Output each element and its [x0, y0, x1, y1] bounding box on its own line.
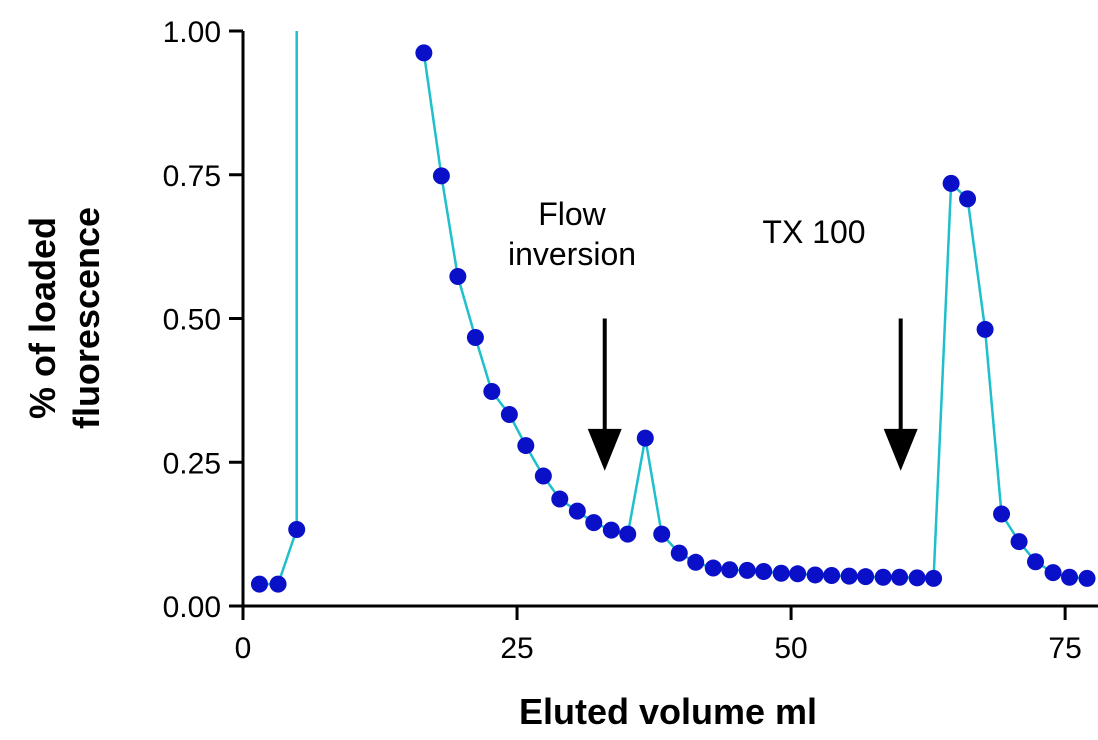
data-point — [891, 568, 909, 586]
y-axis-title: % of loaded fluorescence — [22, 207, 107, 429]
y-axis: 0.00 0.25 0.50 0.75 1.00 — [163, 16, 245, 624]
data-point — [840, 567, 858, 585]
data-point — [1061, 568, 1078, 586]
data-point — [789, 565, 807, 583]
data-point — [568, 502, 586, 520]
y-tick-label: 0.50 — [163, 304, 221, 337]
data-point — [908, 569, 926, 587]
data-point — [1044, 564, 1062, 582]
annotations: Flow inversion TX 100 — [508, 196, 918, 471]
data-point — [670, 544, 688, 562]
series-line — [259, 31, 298, 586]
y-axis-title-line-1: % of loaded — [22, 217, 63, 419]
annotation-label: Flow — [538, 196, 606, 232]
x-tick-label: 25 — [500, 632, 533, 665]
data-point — [823, 567, 841, 585]
data-point — [976, 320, 994, 338]
data-point — [585, 514, 603, 532]
y-tick-label: 0.25 — [163, 447, 221, 480]
data-point — [738, 561, 756, 579]
y-axis-title-line-2: fluorescence — [66, 207, 107, 429]
data-point — [288, 521, 306, 539]
data-point — [721, 561, 739, 579]
series-line — [422, 52, 1088, 580]
annotation-arrow-head — [587, 428, 622, 471]
data-point — [534, 467, 552, 485]
data-point — [874, 568, 892, 586]
data-point — [993, 505, 1011, 523]
data-point — [687, 553, 705, 571]
x-tick-label: 50 — [774, 632, 807, 665]
x-ticks: 0 25 50 75 — [235, 606, 1082, 665]
y-ticks: 0.00 0.25 0.50 0.75 1.00 — [163, 16, 243, 624]
x-tick-label: 75 — [1048, 632, 1081, 665]
data-point — [1010, 533, 1028, 551]
x-axis-title: Eluted volume ml — [519, 691, 817, 732]
data-point — [959, 190, 977, 208]
data-point — [1078, 569, 1096, 587]
annotation-label: inversion — [508, 236, 636, 272]
data-point — [483, 383, 501, 401]
data-point — [755, 563, 773, 580]
data-point — [619, 525, 637, 543]
data-point — [636, 429, 654, 447]
y-tick-label: 0.75 — [163, 160, 221, 193]
data-point — [942, 174, 960, 192]
data-point — [466, 328, 484, 346]
data-point — [449, 268, 467, 286]
data-point — [500, 406, 518, 424]
data-point — [653, 525, 671, 543]
y-tick-label: 0.00 — [163, 591, 221, 624]
data-point — [269, 575, 287, 593]
data-point — [1027, 553, 1045, 571]
data-point — [551, 490, 569, 508]
data-point — [857, 568, 875, 586]
data-point — [602, 521, 620, 539]
data-point — [772, 564, 790, 582]
data-point — [432, 167, 450, 185]
data-point — [415, 44, 433, 62]
annotation-label: TX 100 — [762, 214, 865, 250]
y-tick-label: 1.00 — [163, 16, 221, 49]
x-axis: 0 25 50 75 — [235, 604, 1098, 665]
x-tick-label: 0 — [235, 632, 252, 665]
data-point — [806, 566, 824, 584]
annotation-arrow-head — [883, 428, 918, 471]
data-point — [250, 575, 268, 593]
data-point — [704, 559, 722, 577]
data-point — [925, 569, 943, 587]
data-series — [250, 31, 1096, 593]
data-point — [517, 437, 535, 455]
